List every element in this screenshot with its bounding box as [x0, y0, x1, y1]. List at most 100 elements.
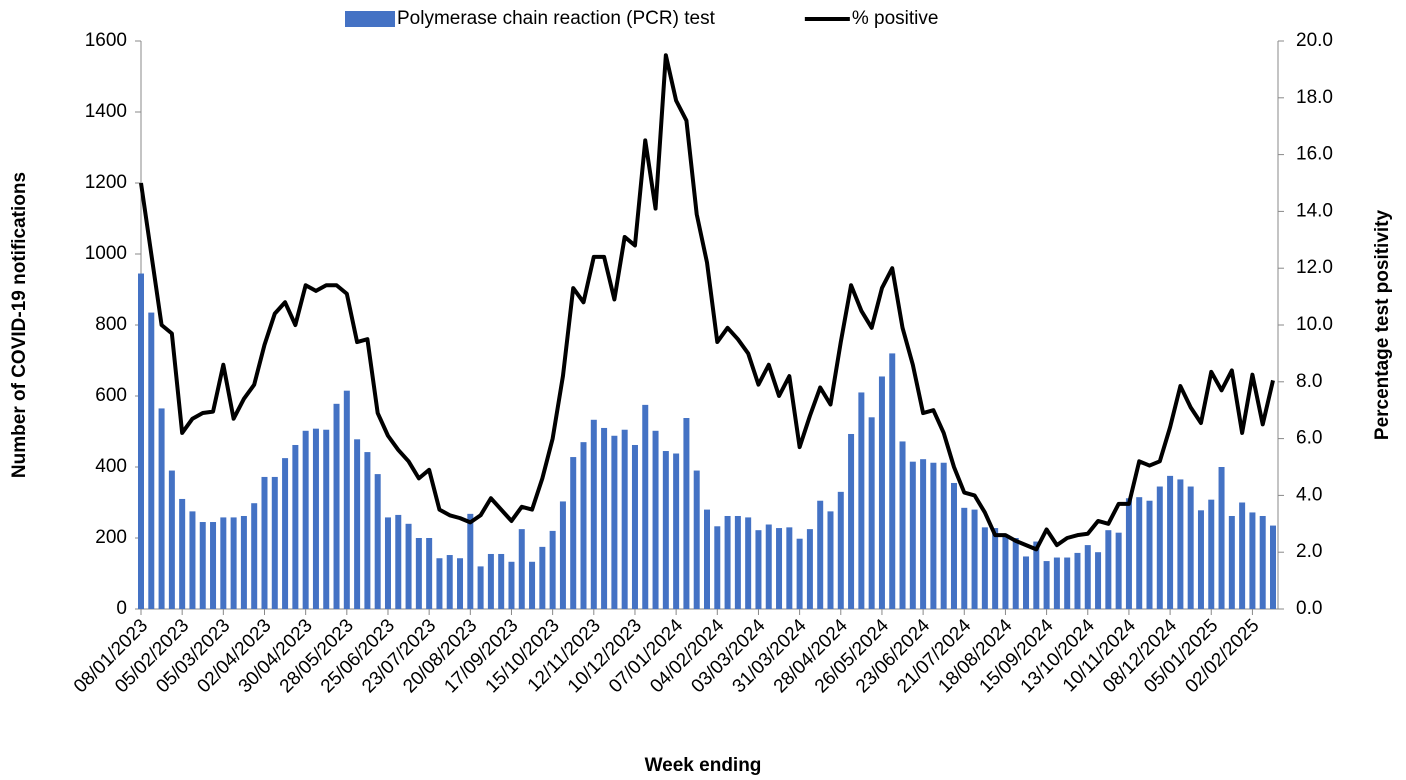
- x-axis-title: Week ending: [645, 755, 762, 776]
- bar: [981, 527, 988, 609]
- bar: [1002, 534, 1009, 609]
- bar: [673, 453, 680, 609]
- y2-tick-label: 16.0: [1296, 144, 1333, 165]
- bar: [251, 503, 258, 609]
- legend-label: % positive: [852, 8, 939, 29]
- bar: [992, 528, 999, 609]
- bar: [704, 509, 710, 609]
- bar: [271, 476, 278, 609]
- bar: [354, 439, 361, 609]
- bar: [1023, 556, 1030, 609]
- bar: [405, 523, 412, 609]
- bar: [580, 442, 587, 609]
- bar: [179, 498, 186, 609]
- bar: [168, 470, 175, 609]
- bar: [1259, 515, 1266, 609]
- bar: [1218, 467, 1225, 609]
- bar: [395, 514, 402, 609]
- y-tick-label: 1000: [85, 243, 127, 264]
- bar: [961, 507, 968, 609]
- bar: [549, 530, 556, 609]
- bar: [1146, 500, 1153, 609]
- bar: [302, 430, 309, 609]
- legend-swatch: [345, 11, 395, 27]
- bar: [446, 555, 453, 609]
- bar: [148, 312, 155, 609]
- bar: [292, 444, 299, 609]
- bar: [436, 558, 443, 609]
- bar: [590, 419, 597, 609]
- bar: [714, 526, 721, 609]
- bar: [1105, 530, 1112, 609]
- bar: [899, 441, 906, 609]
- bar: [1208, 499, 1215, 609]
- y-tick-label: 1400: [85, 101, 127, 122]
- bar: [827, 511, 834, 609]
- bar: [837, 491, 844, 609]
- bar: [786, 527, 793, 609]
- y2-tick-label: 6.0: [1296, 428, 1322, 449]
- y2-tick-label: 20.0: [1296, 30, 1333, 51]
- bar: [621, 429, 628, 609]
- bar: [868, 417, 875, 609]
- bar: [199, 522, 206, 609]
- y2-axis-title: Percentage test positivity: [1372, 209, 1393, 440]
- bar: [138, 273, 144, 609]
- bar: [642, 404, 649, 609]
- bar: [1187, 486, 1194, 609]
- bar: [683, 418, 690, 609]
- y2-tick-label: 8.0: [1296, 371, 1322, 392]
- bar: [940, 462, 947, 609]
- bar: [220, 517, 227, 609]
- bar: [734, 515, 741, 609]
- bar: [930, 462, 937, 609]
- bar: [487, 553, 494, 609]
- bar: [776, 528, 783, 609]
- bar: [539, 546, 546, 609]
- bar: [374, 474, 381, 609]
- bar: [1115, 532, 1122, 609]
- y2-tick-label: 0.0: [1296, 598, 1322, 619]
- bar: [858, 392, 865, 609]
- y2-tick-label: 2.0: [1296, 541, 1322, 562]
- y-tick-label: 1600: [85, 30, 127, 51]
- bar: [1053, 557, 1060, 609]
- bar: [1084, 545, 1091, 609]
- bar: [1177, 479, 1184, 609]
- bar: [1249, 512, 1256, 609]
- bar: [1239, 502, 1246, 609]
- bar: [312, 428, 319, 609]
- y-tick-label: 800: [95, 314, 127, 335]
- bar: [1064, 557, 1071, 609]
- bar: [920, 459, 927, 609]
- bar: [559, 501, 566, 609]
- bar: [611, 435, 618, 609]
- y-tick-label: 400: [95, 456, 127, 477]
- bar: [343, 390, 350, 609]
- bar: [1167, 475, 1174, 609]
- bar: [415, 538, 422, 609]
- bar: [1043, 561, 1050, 609]
- bar: [323, 429, 330, 609]
- bar: [745, 517, 752, 609]
- line: [139, 53, 1275, 552]
- y2-tick-label: 4.0: [1296, 484, 1322, 505]
- bar: [457, 558, 464, 609]
- bar: [518, 529, 525, 609]
- bar: [364, 452, 371, 609]
- bar: [806, 529, 813, 609]
- bar: [384, 517, 391, 609]
- bar: [1074, 552, 1081, 609]
- bar: [755, 530, 762, 609]
- bar: [1125, 498, 1132, 609]
- bar: [889, 353, 896, 609]
- bar: [909, 461, 916, 609]
- bar: [1012, 538, 1019, 609]
- bar: [878, 376, 885, 609]
- bar: [1197, 510, 1204, 609]
- bar: [230, 517, 237, 609]
- bar: [333, 403, 340, 609]
- bar: [601, 427, 608, 609]
